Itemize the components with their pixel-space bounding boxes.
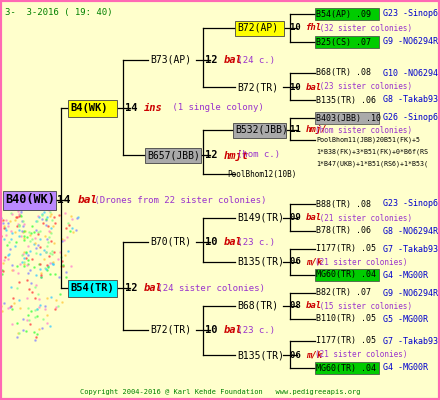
Text: B72(TR): B72(TR) (237, 82, 278, 92)
Text: (hom c.): (hom c.) (237, 150, 280, 160)
FancyBboxPatch shape (232, 122, 286, 138)
Text: bal: bal (306, 214, 322, 222)
FancyBboxPatch shape (315, 112, 379, 124)
Text: G8 -Takab93aR: G8 -Takab93aR (383, 96, 440, 104)
Text: I177(TR) .05: I177(TR) .05 (316, 244, 376, 254)
Text: 14: 14 (125, 103, 144, 113)
Text: (32 sister colonies): (32 sister colonies) (315, 24, 412, 32)
Text: B54(AP) .09: B54(AP) .09 (316, 10, 371, 18)
Text: B78(TR) .06: B78(TR) .06 (316, 226, 371, 236)
Text: G7 -Takab93aR: G7 -Takab93aR (383, 244, 440, 254)
Text: (23 c.): (23 c.) (232, 238, 275, 246)
Text: G9 -NO6294R: G9 -NO6294R (383, 288, 438, 298)
Text: (24 c.): (24 c.) (232, 56, 275, 64)
Text: bal: bal (144, 283, 162, 293)
Text: B657(JBB): B657(JBB) (147, 150, 200, 160)
Text: bal: bal (306, 302, 322, 310)
Text: (15 sister colonies): (15 sister colonies) (315, 302, 412, 310)
Text: 06: 06 (290, 258, 306, 266)
Text: G5 -MG00R: G5 -MG00R (383, 314, 428, 324)
Text: hmjt: hmjt (224, 150, 249, 160)
Text: 12: 12 (125, 283, 144, 293)
Text: 12: 12 (205, 150, 224, 160)
FancyBboxPatch shape (67, 100, 117, 116)
FancyBboxPatch shape (315, 36, 379, 48)
Text: B82(TR) .07: B82(TR) .07 (316, 288, 371, 298)
Text: bal: bal (224, 55, 242, 65)
Text: 06: 06 (290, 350, 306, 360)
Text: G26 -Sinop62R: G26 -Sinop62R (383, 114, 440, 122)
Text: B40(WK): B40(WK) (5, 194, 55, 206)
Text: B68(TR): B68(TR) (237, 301, 278, 311)
Text: B135(TR): B135(TR) (237, 257, 284, 267)
Text: G4 -MG00R: G4 -MG00R (383, 270, 428, 280)
Text: B88(TR) .08: B88(TR) .08 (316, 200, 371, 208)
Text: PoolBhom11(JBB)20B51(FK)+5: PoolBhom11(JBB)20B51(FK)+5 (316, 137, 420, 143)
Text: (23 sister colonies): (23 sister colonies) (315, 82, 412, 92)
Text: 08: 08 (290, 302, 306, 310)
Text: (21 sister colonies): (21 sister colonies) (315, 214, 412, 222)
Text: Copyright 2004-2016 @ Karl Kehde Foundation   www.pedigreeapis.org: Copyright 2004-2016 @ Karl Kehde Foundat… (80, 389, 360, 395)
Text: 10: 10 (205, 237, 224, 247)
Text: bal: bal (224, 237, 242, 247)
FancyBboxPatch shape (315, 8, 379, 20)
Text: 10: 10 (290, 24, 306, 32)
Text: (24 sister colonies): (24 sister colonies) (152, 284, 265, 292)
Text: B25(CS) .07: B25(CS) .07 (316, 38, 371, 46)
Text: B54(TR): B54(TR) (70, 283, 114, 293)
FancyBboxPatch shape (144, 148, 201, 162)
Text: B73(AP): B73(AP) (150, 55, 191, 65)
Text: (hom sister colonies): (hom sister colonies) (315, 126, 412, 134)
Text: 11: 11 (290, 126, 306, 134)
Text: G9 -NO6294R: G9 -NO6294R (383, 38, 438, 46)
Text: (21 sister colonies): (21 sister colonies) (315, 258, 407, 266)
Text: G23 -Sinop62R: G23 -Sinop62R (383, 10, 440, 18)
FancyBboxPatch shape (3, 190, 55, 210)
Text: 1*B47(UKB)+1*B51(RS6)+1*B53(: 1*B47(UKB)+1*B51(RS6)+1*B53( (316, 161, 428, 167)
Text: MG60(TR) .04: MG60(TR) .04 (316, 270, 376, 280)
Text: fhl: fhl (306, 24, 322, 32)
Text: ins: ins (144, 103, 162, 113)
Text: 12: 12 (205, 55, 224, 65)
Text: (23 c.): (23 c.) (232, 326, 275, 334)
Text: (21 sister colonies): (21 sister colonies) (315, 350, 407, 360)
Text: (Drones from 22 sister colonies): (Drones from 22 sister colonies) (89, 196, 266, 204)
Text: 3-  3-2016 ( 19: 40): 3- 3-2016 ( 19: 40) (5, 8, 113, 17)
Text: m/k: m/k (306, 258, 322, 266)
Text: 1*B38(FK)+3*B51(FK)+0*B6f(RS: 1*B38(FK)+3*B51(FK)+0*B6f(RS (316, 149, 428, 155)
Text: 09: 09 (290, 214, 306, 222)
Text: B149(TR): B149(TR) (237, 213, 284, 223)
Text: B403(JBB) .10: B403(JBB) .10 (316, 114, 381, 122)
Text: G10 -NO6294R: G10 -NO6294R (383, 68, 440, 78)
Text: PoolBhom12(10B): PoolBhom12(10B) (227, 170, 297, 178)
Text: B135(TR): B135(TR) (237, 350, 284, 360)
Text: bal: bal (224, 325, 242, 335)
Text: 14: 14 (57, 195, 77, 205)
Text: G7 -Takab93aR: G7 -Takab93aR (383, 336, 440, 346)
Text: I177(TR) .05: I177(TR) .05 (316, 336, 376, 346)
Text: G23 -Sinop62R: G23 -Sinop62R (383, 200, 440, 208)
Text: B135(TR) .06: B135(TR) .06 (316, 96, 376, 104)
FancyBboxPatch shape (315, 269, 379, 281)
Text: B110(TR) .05: B110(TR) .05 (316, 314, 376, 324)
Text: B70(TR): B70(TR) (150, 237, 191, 247)
FancyBboxPatch shape (235, 20, 283, 36)
Text: 10: 10 (290, 82, 306, 92)
FancyBboxPatch shape (67, 280, 117, 296)
Text: MG60(TR) .04: MG60(TR) .04 (316, 364, 376, 372)
Text: B532(JBB): B532(JBB) (235, 125, 288, 135)
FancyBboxPatch shape (315, 362, 379, 374)
Text: bal: bal (77, 195, 98, 205)
Text: B68(TR) .08: B68(TR) .08 (316, 68, 371, 78)
Text: bal: bal (306, 82, 322, 92)
Text: (1 single colony): (1 single colony) (167, 104, 264, 112)
Text: G4 -MG00R: G4 -MG00R (383, 364, 428, 372)
Text: m/k: m/k (306, 350, 322, 360)
Text: 10: 10 (205, 325, 224, 335)
Text: hmj/: hmj/ (306, 126, 328, 134)
Text: B72(TR): B72(TR) (150, 325, 191, 335)
Text: B4(WK): B4(WK) (70, 103, 107, 113)
Text: G8 -NO6294R: G8 -NO6294R (383, 226, 438, 236)
Text: B72(AP): B72(AP) (237, 23, 278, 33)
